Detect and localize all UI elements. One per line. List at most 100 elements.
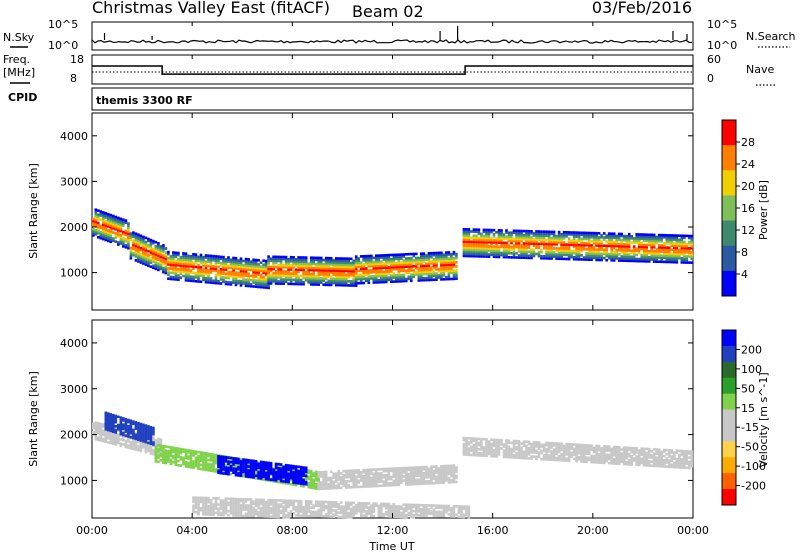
heatmap-cell xyxy=(304,272,308,276)
heatmap-cell xyxy=(425,465,428,469)
heatmap-cell xyxy=(214,277,218,281)
heatmap-cell xyxy=(665,256,669,260)
heatmap-cell xyxy=(119,428,123,432)
heatmap-cell xyxy=(239,259,243,262)
heatmap-cell xyxy=(392,268,396,271)
heatmap-cell xyxy=(239,273,243,277)
heatmap-cell xyxy=(660,260,663,264)
heatmap-cell xyxy=(637,245,641,249)
heatmap-cell xyxy=(122,218,125,221)
heatmap-cell xyxy=(532,440,536,444)
heatmap-cell xyxy=(104,216,108,219)
heatmap-cell xyxy=(344,473,348,477)
heatmap-cell xyxy=(237,273,240,277)
heatmap-cell xyxy=(192,275,195,279)
heatmap-cell xyxy=(432,274,436,277)
heatmap-cell xyxy=(179,276,183,280)
heatmap-cell xyxy=(179,262,183,265)
heatmap-cell xyxy=(102,237,105,241)
heatmap-cell xyxy=(109,238,113,242)
heatmap-cell xyxy=(392,481,396,485)
heatmap-cell xyxy=(525,248,528,251)
heatmap-cell xyxy=(597,453,601,456)
heatmap-cell xyxy=(182,264,185,268)
heatmap-cell xyxy=(199,266,203,269)
heatmap-cell xyxy=(159,444,163,447)
heatmap-cell xyxy=(570,445,573,448)
heatmap-cell xyxy=(465,228,468,231)
heatmap-cell xyxy=(532,254,536,258)
heatmap-cell xyxy=(472,447,476,451)
heatmap-cell xyxy=(495,255,498,259)
heatmap-cell xyxy=(680,236,684,240)
heatmap-cell xyxy=(284,270,288,273)
heatmap-cell xyxy=(432,465,436,468)
heatmap-cell xyxy=(292,274,295,278)
heatmap-cell xyxy=(482,247,486,250)
heatmap-cell xyxy=(112,418,115,421)
noise-panel-frame xyxy=(91,21,694,51)
heatmap-cell xyxy=(605,246,608,250)
heatmap-cell xyxy=(187,455,190,458)
heatmap-cell xyxy=(590,460,593,464)
heatmap-cell xyxy=(365,256,368,260)
heatmap-cell xyxy=(683,246,686,250)
heatmap-cell xyxy=(575,258,578,261)
heatmap-cell xyxy=(550,446,553,449)
heatmap-cell xyxy=(380,272,383,276)
heatmap-cell xyxy=(104,425,108,429)
heatmap-cell xyxy=(572,443,576,446)
heatmap-cell xyxy=(470,246,473,250)
heatmap-cell xyxy=(254,264,258,268)
heatmap-cell xyxy=(162,258,165,261)
heatmap-cell xyxy=(139,242,143,246)
heatmap-cell xyxy=(344,471,348,475)
heatmap-cell xyxy=(587,246,591,249)
heatmap-cell xyxy=(377,274,381,278)
heatmap-cell xyxy=(317,471,320,474)
heatmap-cell xyxy=(587,244,591,247)
heatmap-cell xyxy=(299,258,303,261)
heatmap-cell xyxy=(117,433,120,436)
heatmap-cell xyxy=(204,270,208,274)
heatmap-cell xyxy=(152,426,155,430)
heatmap-cell xyxy=(199,467,203,471)
heatmap-cell xyxy=(400,473,403,476)
heatmap-cell xyxy=(485,249,488,252)
heatmap-cell xyxy=(179,266,183,269)
heatmap-cell xyxy=(324,271,328,274)
heatmap-cell xyxy=(587,444,591,447)
heatmap-cell xyxy=(237,279,240,283)
heatmap-cell xyxy=(297,262,300,265)
heatmap-cell xyxy=(334,275,338,279)
heatmap-cell xyxy=(385,254,388,257)
heatmap-cell xyxy=(287,472,290,476)
heatmap-cell xyxy=(500,441,503,444)
heatmap-cell xyxy=(122,433,125,437)
heatmap-cell xyxy=(352,479,355,483)
heatmap-cell xyxy=(99,432,103,436)
heatmap-cell xyxy=(370,482,373,486)
heatmap-cell xyxy=(237,267,240,270)
heatmap-cell xyxy=(249,264,253,268)
heatmap-cell xyxy=(673,256,676,260)
heatmap-cell xyxy=(267,271,270,275)
heatmap-cell xyxy=(412,252,416,256)
heatmap-cell xyxy=(485,251,488,254)
heatmap-cell xyxy=(375,279,378,282)
heatmap-cell xyxy=(114,416,118,420)
heatmap-cell xyxy=(152,452,155,456)
heatmap-cell xyxy=(580,447,583,451)
heatmap-cell xyxy=(212,463,215,467)
heatmap-cell xyxy=(582,445,586,449)
heatmap-cell xyxy=(427,252,431,255)
heatmap-cell xyxy=(670,254,674,258)
heatmap-cell xyxy=(194,271,198,275)
heatmap-cell xyxy=(500,439,503,442)
heatmap-cell xyxy=(567,253,571,257)
heatmap-cell xyxy=(525,440,528,443)
heatmap-cell xyxy=(495,440,498,444)
heatmap-cell xyxy=(234,259,238,262)
heatmap-cell xyxy=(560,235,563,238)
heatmap-cell xyxy=(309,471,313,475)
